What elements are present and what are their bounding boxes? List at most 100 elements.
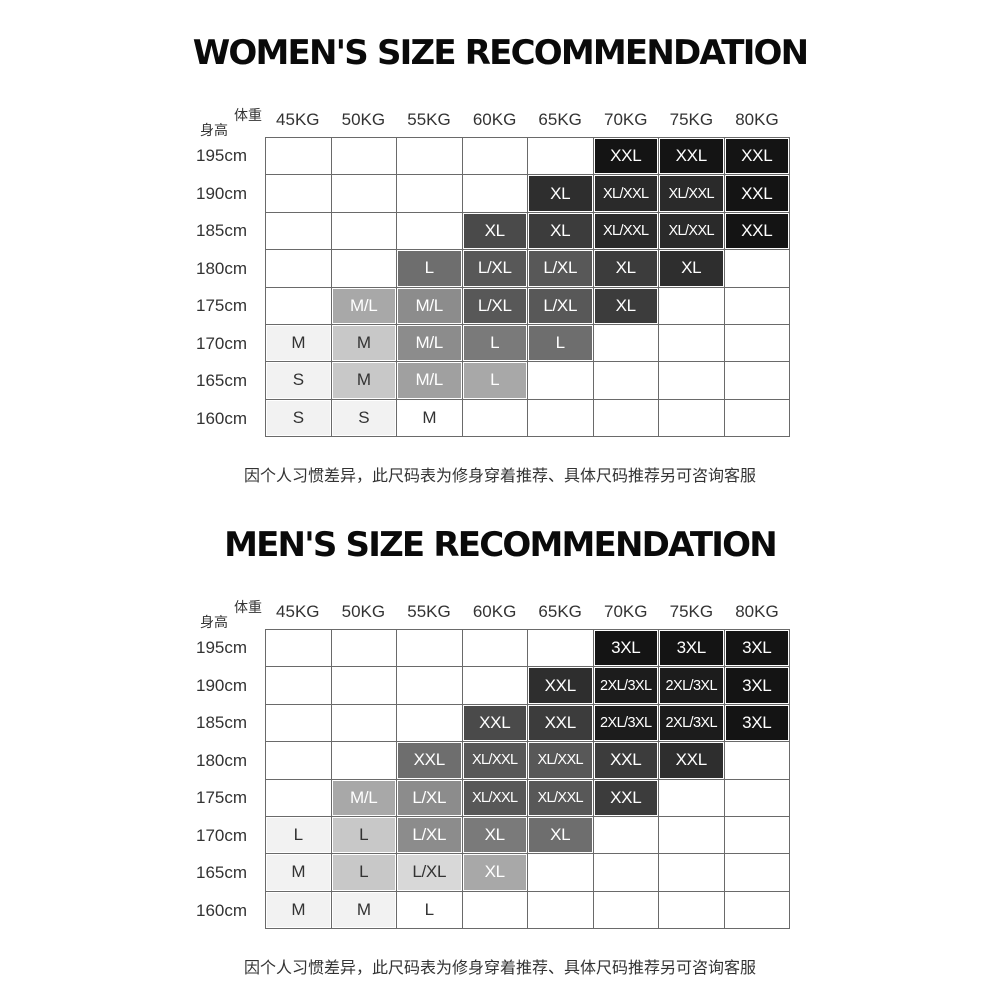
height-label: 170cm [196, 825, 248, 845]
size-value: XXL [725, 176, 788, 211]
grid-cell [724, 324, 790, 363]
grid-cell [724, 779, 790, 817]
grid-cell: L/XL [397, 854, 463, 892]
grid-cell: S [331, 399, 397, 437]
size-value: XL/XXL [594, 176, 657, 211]
grid-cell [397, 175, 463, 213]
grid-cell [462, 667, 528, 705]
size-value: XXL [398, 743, 461, 778]
weight-label: 80KG [735, 602, 779, 621]
height-label: 175cm [196, 296, 248, 315]
size-value: 2XL/3XL [660, 668, 723, 703]
size-value: L [332, 817, 395, 853]
size-value: L/XL [398, 780, 461, 815]
grid-cell: M [266, 854, 332, 892]
weight-label: 80KG [735, 110, 779, 129]
grid-cell [397, 704, 463, 743]
weight-label: 55KG [407, 602, 451, 621]
grid-cell: XXL [528, 667, 594, 705]
size-value: XXL [463, 705, 526, 741]
grid-cell [462, 399, 528, 437]
size-value: M/L [332, 780, 395, 815]
grid-cell: L/XL [528, 287, 594, 325]
grid-cell: 3XL [724, 630, 790, 668]
size-value: 2XL/3XL [594, 668, 657, 703]
grid-cell [266, 779, 332, 817]
grid-cell [397, 138, 463, 176]
size-grid: 3XL 3XL 3XL XXL 2XL/3XL 2XL/3XL 3XL XXL XXL 2XL/3… [265, 629, 790, 929]
grid-cell: M [266, 324, 332, 363]
grid-cell [462, 138, 528, 176]
grid-cell: 2XL/3XL [593, 667, 659, 705]
grid-cell: XL [593, 250, 659, 288]
weight-label: 50KG [341, 602, 386, 621]
grid-cell: XL/XXL [593, 212, 659, 251]
grid-cell [724, 854, 790, 892]
size-value: M [332, 363, 395, 398]
grid-cell: XXL [593, 742, 659, 780]
weight-label: 70KG [604, 110, 648, 129]
grid-cell [331, 175, 397, 213]
grid-cell [266, 742, 332, 780]
grid-cell: XL [462, 816, 528, 855]
height-label: 160cm [196, 900, 248, 920]
size-grid: XXL XXL XXL XL XL/XXL XL/XXL XXL XL XL XL/XXL XL/X… [265, 137, 790, 437]
size-value: M [267, 855, 330, 890]
grid-cell [528, 399, 594, 437]
height-label: 175cm [196, 788, 248, 807]
size-value: XXL [660, 139, 723, 174]
size-value: L [463, 363, 526, 398]
size-value: L/XL [398, 855, 461, 890]
grid-cell: XL/XXL [659, 212, 725, 251]
weight-label: 55KG [407, 110, 451, 129]
height-header-column: 195cm 190cm 185cm 180cm 175cm 170cm 165c… [196, 137, 260, 437]
grid-cell: L/XL [397, 779, 463, 817]
height-label: 160cm [196, 408, 248, 428]
grid-cell [331, 138, 397, 176]
grid-cell [593, 891, 659, 929]
size-value: XXL [529, 705, 592, 741]
grid-cell: XXL [724, 212, 790, 251]
grid-cell: M [397, 399, 463, 437]
grid-cell: M [331, 324, 397, 363]
size-value: 3XL [725, 705, 788, 741]
grid-cell [528, 854, 594, 892]
grid-cell: 3XL [659, 630, 725, 668]
chart-title: MEN'S SIZE RECOMMENDATION [224, 525, 778, 565]
size-value: XL/XXL [660, 213, 723, 249]
grid-cell [724, 399, 790, 437]
grid-cell [659, 891, 725, 929]
size-value: 3XL [725, 631, 788, 666]
weight-label: 45KG [276, 110, 320, 129]
size-value: M/L [398, 363, 461, 398]
grid-cell: XL [528, 816, 594, 855]
fit-note: 因个人习惯差异，此尺码表为修身穿着推荐、具体尺码推荐另可咨询客服 [243, 958, 756, 977]
weight-label: 75KG [669, 110, 714, 129]
size-value: XXL [594, 780, 657, 815]
size-value: 2XL/3XL [660, 705, 723, 741]
size-value: M/L [398, 325, 461, 361]
size-value: XL [594, 251, 657, 286]
grid-cell [659, 816, 725, 855]
grid-cell [659, 287, 725, 325]
grid-cell [528, 362, 594, 400]
weight-label: 65KG [538, 602, 582, 621]
size-value: L [398, 251, 461, 286]
grid-cell: L [397, 250, 463, 288]
size-value: XL/XXL [594, 213, 657, 249]
size-value: XXL [529, 668, 592, 703]
grid-cell: M/L [397, 362, 463, 400]
grid-cell [397, 667, 463, 705]
grid-cell: XL [593, 287, 659, 325]
height-axis-label: 身高 [200, 615, 228, 631]
grid-cell: 2XL/3XL [593, 704, 659, 743]
grid-cell: 3XL [593, 630, 659, 668]
grid-cell [266, 138, 332, 176]
size-value: 2XL/3XL [594, 705, 657, 741]
grid-cell: L/XL [462, 287, 528, 325]
weight-axis-label: 体重 [234, 108, 262, 124]
size-value: XXL [594, 139, 657, 174]
grid-cell: XXL [462, 704, 528, 743]
grid-cell: M [331, 362, 397, 400]
grid-cell: L [462, 324, 528, 363]
